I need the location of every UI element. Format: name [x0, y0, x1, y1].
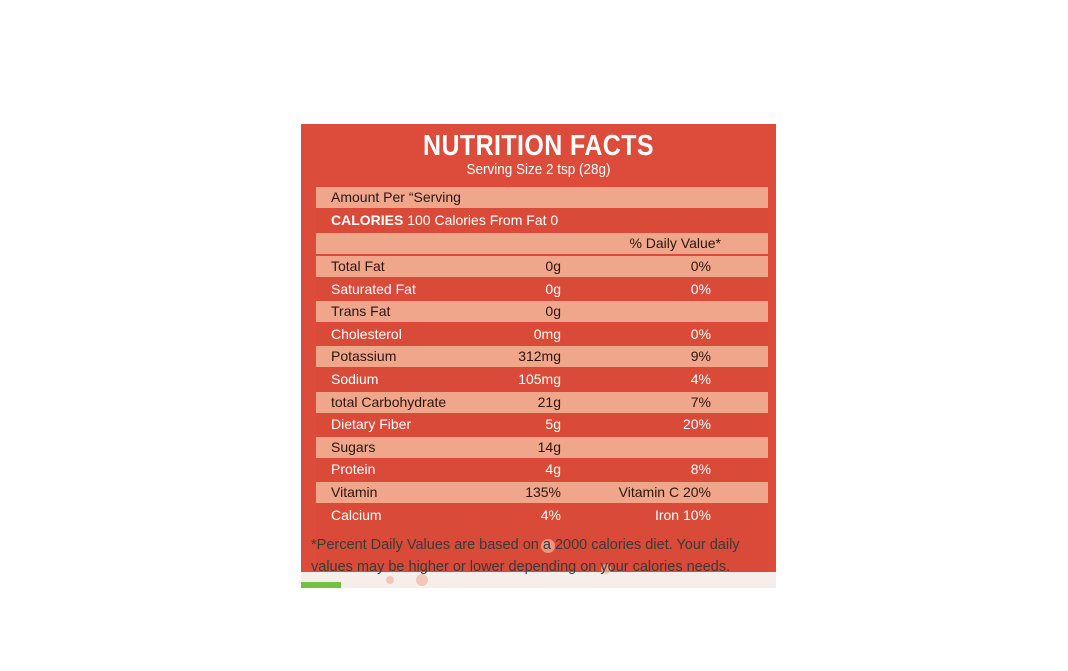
amount-per-serving-row: Amount Per “Serving: [316, 187, 768, 208]
nutrient-amount: 105mg: [518, 371, 561, 387]
nutrient-amount: 5g: [545, 416, 561, 433]
nutrient-row: Trans Fat 0g: [316, 301, 768, 323]
calories-line: CALORIES 100 Calories From Fat 0: [331, 212, 558, 228]
nutrient-amount: 0g: [545, 258, 561, 274]
nutrient-row: Potassium 312mg 9%: [316, 346, 768, 368]
nutrient-row: Protein 4g 8%: [316, 459, 768, 481]
right-border: [768, 186, 776, 572]
nutrient-daily-value: 7%: [690, 393, 711, 410]
decorative-bubble: [541, 539, 555, 553]
decorative-bubble: [601, 564, 611, 574]
nutrient-name: Vitamin: [331, 484, 378, 500]
nutrient-amount: 4g: [545, 461, 561, 478]
decorative-bubble: [416, 574, 428, 586]
nutrient-name: Sugars: [331, 438, 376, 455]
nutrient-amount: 14g: [537, 438, 561, 455]
daily-value-header: % Daily Value*: [629, 235, 721, 251]
nutrient-name: Saturated Fat: [331, 280, 416, 297]
nutrient-row: Cholesterol 0mg 0%: [316, 323, 768, 345]
nutrient-daily-value: 8%: [690, 461, 711, 478]
nutrient-name: Total Fat: [331, 258, 385, 274]
label-header: NUTRITION FACTS Serving Size 2 tsp (28g): [301, 124, 776, 186]
nutrient-name: Protein: [331, 461, 376, 478]
serving-size: Serving Size 2 tsp (28g): [466, 161, 611, 178]
nutrient-amount: 0g: [545, 303, 561, 320]
nutrient-amount: 0mg: [533, 325, 561, 342]
decorative-bubble: [386, 576, 394, 584]
label-title: NUTRITION FACTS: [423, 130, 654, 162]
nutrient-daily-value: 20%: [682, 416, 711, 433]
daily-values-footnote: *Percent Daily Values are based on a 200…: [311, 537, 740, 575]
nutrient-name: total Carbohydrate: [331, 393, 447, 410]
nutrient-row: Saturated Fat 0g 0%: [316, 278, 768, 300]
nutrient-daily-value: 0%: [690, 258, 711, 274]
nutrient-name: Calcium: [331, 506, 382, 523]
nutrient-row: Sodium 105mg 4%: [316, 369, 768, 390]
nutrient-amount: 21g: [537, 393, 561, 410]
amount-per-serving: Amount Per “Serving: [331, 189, 461, 205]
nutrient-row: Vitamin 135% Vitamin C 20%: [316, 482, 768, 503]
nutrient-row: Sugars 14g: [316, 436, 768, 458]
nutrient-row: Total Fat 0g 0%: [316, 256, 768, 277]
nutrient-amount: 135%: [525, 484, 561, 500]
daily-value-header-row: % Daily Value*: [316, 233, 768, 254]
nutrient-amount: 312mg: [518, 348, 561, 365]
nutrient-daily-value: 9%: [690, 348, 711, 365]
nutrient-daily-value: 4%: [690, 371, 711, 387]
nutrient-amount: 0g: [545, 280, 561, 297]
calories-row: CALORIES 100 Calories From Fat 0: [316, 210, 768, 231]
nutrient-name: Potassium: [331, 348, 397, 365]
left-border: [301, 186, 316, 572]
nutrient-name: Sodium: [331, 371, 379, 387]
green-strip: [301, 582, 341, 588]
nutrient-daily-value: 0%: [690, 280, 711, 297]
nutrient-daily-value: 0%: [690, 325, 711, 342]
nutrition-label: NUTRITION FACTS Serving Size 2 tsp (28g)…: [301, 124, 776, 588]
calories-values: 100 Calories From Fat 0: [403, 212, 559, 228]
nutrient-name: Dietary Fiber: [331, 416, 412, 433]
nutrient-name: Trans Fat: [331, 303, 391, 320]
nutrient-daily-value: Vitamin C 20%: [618, 484, 711, 500]
nutrient-row: Dietary Fiber 5g 20%: [316, 414, 768, 436]
nutrient-name: Cholesterol: [331, 325, 402, 342]
nutrient-amount: 4%: [540, 506, 561, 523]
nutrient-row: Calcium 4% Iron 10%: [316, 504, 768, 526]
calories-label: CALORIES: [331, 212, 404, 228]
nutrient-row: total Carbohydrate 21g 7%: [316, 391, 768, 413]
nutrition-table: Amount Per “Serving CALORIES 100 Calorie…: [316, 186, 768, 572]
nutrient-daily-value: Iron 10%: [654, 506, 711, 523]
